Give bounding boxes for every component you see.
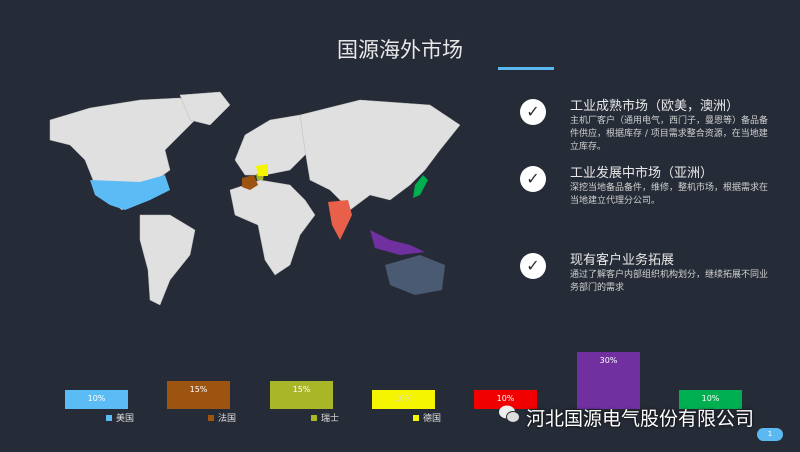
europe <box>234 114 311 176</box>
legend-swatch <box>413 415 419 421</box>
legend-label: 德国 <box>423 414 442 424</box>
wechat-icon <box>499 405 520 423</box>
watermark: 河北国源电气股份有限公司 <box>526 408 755 430</box>
check-icon: ✓ <box>520 99 546 125</box>
asia <box>299 99 461 211</box>
legend-item: 美国 <box>106 411 134 424</box>
legend-label: 法国 <box>218 414 237 424</box>
africa <box>229 179 316 276</box>
australia <box>385 255 445 295</box>
bar: 15% <box>167 380 230 409</box>
india <box>328 200 352 240</box>
page-title: 国源海外市场 <box>337 38 463 62</box>
legend-label: 美国 <box>116 414 135 424</box>
item-heading: 工业发展中市场（亚洲） <box>570 166 714 181</box>
page-number: 1 <box>757 428 783 441</box>
item-body: 主机厂客户（通用电气，西门子，曼恩等）备品备件供应，根据库存 / 项目需求整合资… <box>570 116 769 152</box>
bar: 10% <box>679 390 742 409</box>
france <box>242 175 258 190</box>
southeast-asia <box>370 230 425 255</box>
check-icon: ✓ <box>520 166 546 192</box>
germany <box>256 164 268 176</box>
legend-item: 德国 <box>413 411 441 424</box>
legend-item: 法国 <box>208 411 236 424</box>
item-body: 通过了解客户内部组织机构划分，继续拓展不同业务部门的需求 <box>570 270 769 293</box>
item-heading: 工业成熟市场（欧美，澳洲） <box>570 99 740 114</box>
bar: 15% <box>270 380 333 409</box>
bar: 10% <box>372 390 435 409</box>
item-body: 深挖当地备品备件，维修，整机市场，根据需求在当地建立代理分公司。 <box>570 183 769 206</box>
south-america <box>139 214 196 306</box>
world-map <box>49 91 461 306</box>
bar: 10% <box>65 390 128 409</box>
title-underline <box>498 67 554 70</box>
bar: 10% <box>474 390 537 409</box>
japan <box>413 175 428 198</box>
legend-swatch <box>311 415 317 421</box>
usa <box>90 175 170 210</box>
legend-swatch <box>208 415 214 421</box>
legend-label: 瑞士 <box>321 414 340 424</box>
item-heading: 现有客户业务拓展 <box>570 253 675 268</box>
greenland <box>179 91 231 126</box>
check-icon: ✓ <box>520 253 546 279</box>
bar: 30% <box>577 352 640 409</box>
legend-item: 瑞士 <box>311 411 339 424</box>
legend-swatch <box>106 415 112 421</box>
